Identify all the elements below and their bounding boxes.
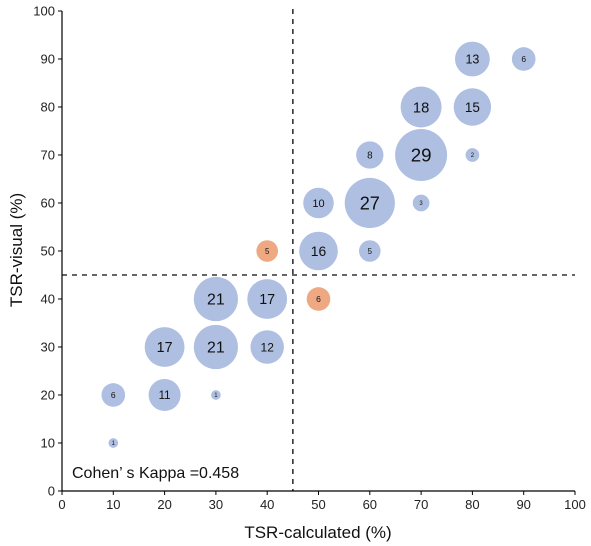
bubble-concordant [453, 88, 492, 126]
bubble-concordant [511, 47, 536, 71]
kappa-annotation: Cohen’ s Kappa =0.458 [72, 465, 239, 482]
bubble-count-label: 6 [316, 294, 321, 304]
bubble-count-label: 1 [214, 393, 218, 399]
bubble-concordant [344, 177, 395, 229]
bubble-discordant [256, 240, 278, 262]
bubble-count-label: 11 [159, 390, 171, 402]
bubble-concordant [299, 231, 338, 271]
bubble-count-label: 16 [311, 243, 327, 259]
bubble-count-label: 17 [157, 340, 173, 356]
bubble-concordant [303, 187, 334, 219]
bubble-count-label: 12 [261, 340, 275, 354]
x-tick-label: 20 [157, 497, 171, 512]
bubble-concordant [148, 378, 181, 412]
bubble-count-label: 21 [207, 292, 225, 309]
bubble-count-label: 18 [413, 100, 429, 116]
x-ticks: 0 10 20 30 40 50 60 70 80 90 100 [58, 491, 586, 512]
bubble-concordant [101, 383, 126, 407]
y-tick-label: 10 [41, 436, 55, 451]
bubble-concordant [359, 240, 381, 262]
y-tick-label: 30 [41, 340, 55, 355]
bubble-concordant [144, 327, 185, 367]
bubble-count-label: 13 [465, 53, 479, 67]
bubble-concordant [108, 438, 119, 448]
bubble-count-label: 5 [368, 247, 373, 256]
x-tick-label: 30 [209, 497, 223, 512]
x-tick-label: 40 [260, 497, 274, 512]
y-axis-title: TSR-visual (%) [7, 193, 26, 307]
bubble-count-label: 29 [411, 145, 432, 166]
bubble-count-label: 15 [465, 100, 480, 115]
bubble-count-label: 10 [312, 198, 324, 210]
x-tick-label: 100 [564, 497, 586, 512]
bubble-count-label: 6 [521, 54, 526, 64]
bubble-concordant [211, 390, 221, 400]
x-tick-label: 50 [311, 497, 325, 512]
bubble-concordant [412, 194, 430, 212]
y-tick-label: 20 [41, 388, 55, 403]
x-tick-label: 90 [516, 497, 530, 512]
bubble-concordant [250, 330, 284, 364]
bubble-concordant [395, 129, 448, 181]
bubble-count-label: 27 [360, 194, 380, 214]
bubble-concordant [465, 148, 480, 162]
x-tick-label: 80 [465, 497, 479, 512]
y-tick-label: 90 [41, 52, 55, 67]
bubble-count-label: 2 [471, 153, 475, 159]
bubble-count-label: 1 [112, 441, 116, 447]
y-tick-label: 0 [48, 484, 55, 499]
x-tick-label: 70 [414, 497, 428, 512]
bubble-concordant [247, 279, 288, 319]
bubble-discordant [306, 287, 331, 311]
bubble-count-label: 21 [207, 340, 225, 357]
bubble-count-label: 6 [111, 390, 116, 400]
y-tick-label: 40 [41, 292, 55, 307]
x-tick-label: 10 [106, 497, 120, 512]
y-ticks: 0 10 20 30 40 50 60 70 80 90 100 [33, 4, 62, 499]
y-tick-label: 80 [41, 100, 55, 115]
y-tick-label: 60 [41, 196, 55, 211]
bubble-concordant [193, 276, 239, 322]
bubble-count-label: 3 [419, 201, 423, 207]
cutoff-lines [62, 9, 575, 491]
x-tick-label: 0 [58, 497, 65, 512]
x-tick-label: 60 [363, 497, 377, 512]
bubble-count-label: 8 [367, 151, 373, 162]
bubble-concordant [193, 324, 239, 370]
bubble-concordant [356, 141, 384, 169]
x-axis-title: TSR-calculated (%) [244, 523, 391, 542]
y-tick-label: 100 [33, 4, 55, 19]
y-tick-label: 50 [41, 244, 55, 259]
bubble-count-label: 5 [265, 247, 270, 256]
bubble-count-label: 17 [259, 292, 275, 308]
y-tick-label: 70 [41, 148, 55, 163]
bubble-concordant [454, 41, 490, 77]
bubble-concordant [400, 86, 442, 128]
